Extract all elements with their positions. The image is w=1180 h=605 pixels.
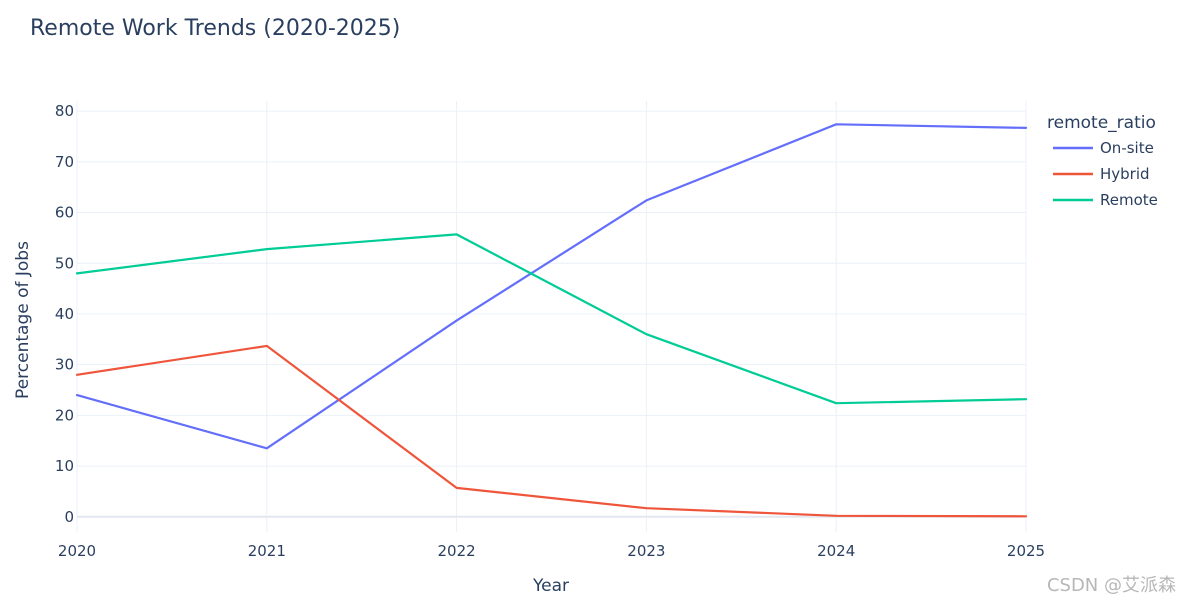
y-tick-label: 80 xyxy=(55,102,74,120)
x-axis-ticks: 2020 2021 2022 2023 2024 2025 xyxy=(58,542,1045,560)
legend-label-on-site: On-site xyxy=(1100,139,1154,157)
legend-label-hybrid: Hybrid xyxy=(1100,165,1150,183)
y-tick-label: 0 xyxy=(64,508,74,526)
y-tick-label: 40 xyxy=(55,305,74,323)
series-line-on-site xyxy=(75,123,1028,450)
x-axis-label: Year xyxy=(532,576,569,596)
series-lines xyxy=(75,123,1028,518)
x-tick-label: 2024 xyxy=(817,542,855,560)
legend: On-site Hybrid Remote xyxy=(1053,139,1158,209)
y-tick-label: 10 xyxy=(55,457,74,475)
x-tick-label: 2022 xyxy=(438,542,476,560)
y-tick-label: 70 xyxy=(55,153,74,171)
series-line-remote xyxy=(75,233,1028,405)
y-tick-label: 50 xyxy=(55,254,74,272)
x-tick-label: 2023 xyxy=(627,542,665,560)
x-tick-label: 2021 xyxy=(248,542,286,560)
y-tick-label: 20 xyxy=(55,406,74,424)
y-axis-label: Percentage of Jobs xyxy=(13,241,33,399)
x-tick-label: 2020 xyxy=(58,542,96,560)
watermark: CSDN @艾派森 xyxy=(1047,575,1176,596)
series-line-hybrid xyxy=(75,344,1028,518)
grid xyxy=(76,101,1027,532)
x-tick-label: 2025 xyxy=(1007,542,1045,560)
legend-title: remote_ratio xyxy=(1047,113,1156,133)
y-tick-label: 30 xyxy=(55,356,74,374)
y-axis-ticks: 0 10 20 30 40 50 60 70 80 xyxy=(55,102,74,526)
legend-label-remote: Remote xyxy=(1100,191,1158,209)
y-tick-label: 60 xyxy=(55,204,74,222)
chart-title: Remote Work Trends (2020-2025) xyxy=(30,16,400,41)
